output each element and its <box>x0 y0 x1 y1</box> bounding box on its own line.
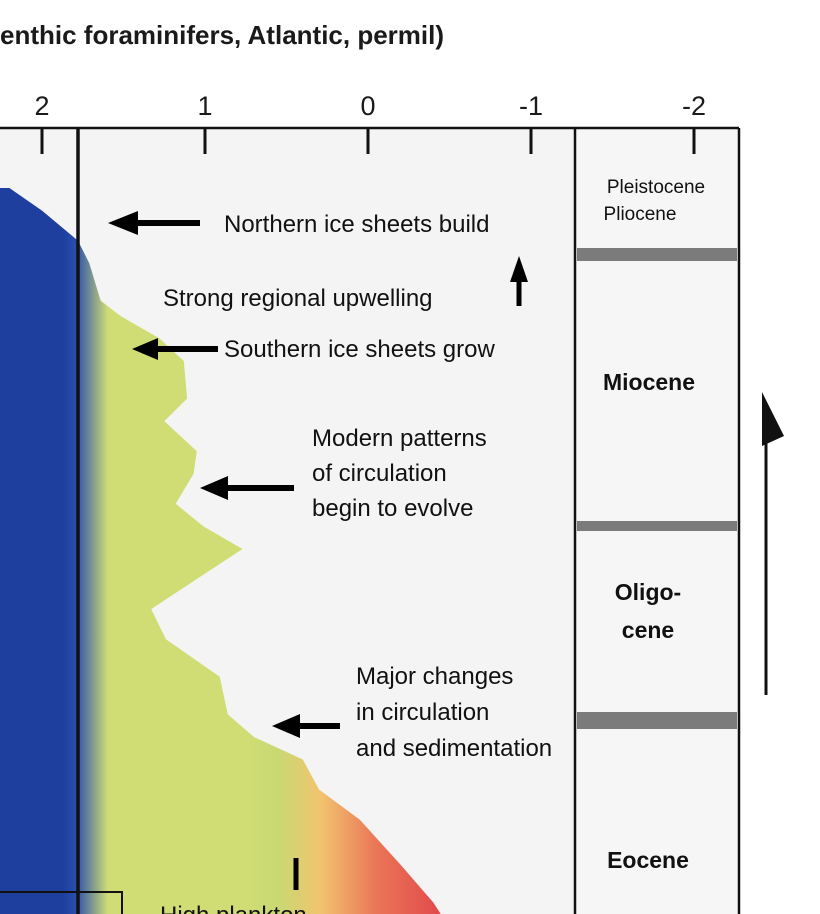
annotation-modern-1: Modern patterns <box>312 425 487 452</box>
annotation-southern-ice: Southern ice sheets grow <box>224 336 495 363</box>
epoch-divider <box>577 248 737 261</box>
chart-title: enthic foraminifers, Atlantic, permil) <box>0 20 444 50</box>
annotation-modern-2: of circulation <box>312 460 447 487</box>
epoch-divider <box>577 712 737 729</box>
epoch-label-eocene: Eocene <box>607 847 689 873</box>
left-arrow-icon <box>132 338 158 360</box>
isotope-curve-group <box>0 188 441 914</box>
epoch-label-oligocene-2: cene <box>622 617 674 643</box>
epoch-label-miocene: Miocene <box>603 369 695 395</box>
isotope-curve-area <box>0 188 441 914</box>
annotation-major-2: in circulation <box>356 699 489 726</box>
x-tick-label: -2 <box>682 91 706 121</box>
time-arrow-head-icon <box>762 392 784 446</box>
annotation-major-3: and sedimentation <box>356 735 552 762</box>
x-tick-label: 2 <box>34 91 49 121</box>
annotation-northern-ice: Northern ice sheets build <box>224 211 489 238</box>
annotation-modern-3: begin to evolve <box>312 495 473 522</box>
x-axis-ticks: 2 1 0 -1 -2 <box>34 91 706 154</box>
up-arrow-icon <box>510 256 528 282</box>
x-tick-label: 0 <box>360 91 375 121</box>
left-arrow-icon <box>272 714 300 738</box>
left-arrow-icon <box>108 211 138 235</box>
epoch-label-pliocene: Pliocene <box>604 204 677 225</box>
x-tick-label: 1 <box>197 91 212 121</box>
annotation-major-1: Major changes <box>356 663 513 690</box>
annotation-high-plankton: High plankton <box>160 902 307 914</box>
x-tick-label: -1 <box>519 91 543 121</box>
epoch-label-pleistocene: Pleistocene <box>607 177 705 198</box>
legend-box-partial <box>0 891 123 914</box>
annotation-upwelling: Strong regional upwelling <box>163 285 433 312</box>
epoch-divider <box>577 521 737 531</box>
left-arrow-icon <box>200 476 228 500</box>
epoch-label-oligocene-1: Oligo- <box>615 579 681 605</box>
